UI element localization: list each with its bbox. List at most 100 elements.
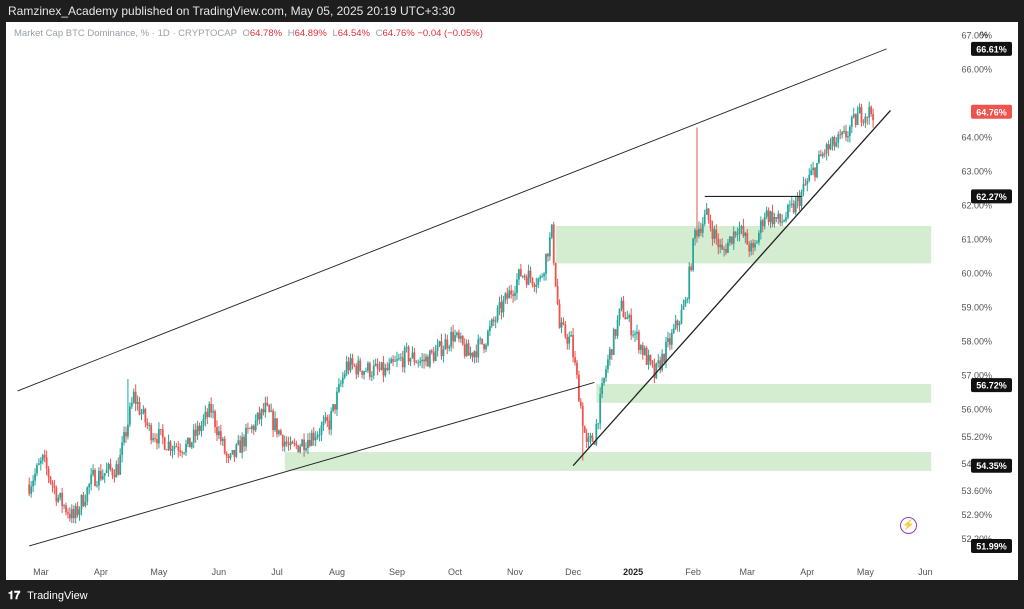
candle bbox=[568, 331, 571, 350]
candle bbox=[626, 310, 629, 320]
x-tick-label: Mar bbox=[33, 567, 49, 577]
candle bbox=[479, 336, 482, 345]
candle bbox=[227, 453, 230, 464]
candle bbox=[233, 449, 236, 462]
candle bbox=[794, 196, 797, 216]
candle bbox=[262, 403, 265, 416]
candle bbox=[514, 285, 516, 301]
candle bbox=[303, 433, 305, 457]
lightning-icon[interactable]: ⚡ bbox=[900, 517, 917, 534]
candle bbox=[299, 443, 302, 454]
candle bbox=[432, 346, 435, 364]
candle bbox=[363, 370, 365, 380]
low-value: 64.54% bbox=[337, 28, 370, 39]
candle bbox=[243, 434, 245, 452]
candle bbox=[367, 361, 369, 374]
rising-trendline bbox=[572, 109, 892, 467]
candle bbox=[150, 422, 153, 445]
candle bbox=[386, 362, 389, 372]
candle bbox=[198, 422, 201, 435]
candle bbox=[225, 451, 228, 464]
candle bbox=[759, 216, 762, 240]
candle bbox=[208, 401, 211, 418]
candle bbox=[339, 380, 342, 388]
candle bbox=[291, 440, 294, 444]
candle bbox=[134, 384, 137, 412]
channel-upper-line bbox=[17, 48, 887, 392]
candle bbox=[274, 411, 276, 433]
x-axis[interactable]: Mar Apr May Jun Jul Aug Sep Oct Nov Dec 2025 Feb Mar… bbox=[33, 567, 933, 577]
candle bbox=[450, 326, 453, 352]
candle bbox=[564, 320, 567, 340]
candle bbox=[510, 284, 513, 299]
candle bbox=[698, 221, 700, 239]
candle bbox=[533, 282, 536, 292]
candle bbox=[732, 226, 735, 250]
candle bbox=[864, 113, 867, 128]
candle bbox=[688, 262, 691, 304]
candle bbox=[314, 430, 317, 447]
candle bbox=[715, 224, 718, 245]
candle bbox=[512, 290, 514, 303]
price-badge-label: 54.35% bbox=[976, 461, 1007, 471]
candle bbox=[320, 421, 323, 442]
candle bbox=[401, 350, 404, 373]
candle bbox=[28, 477, 31, 496]
candle bbox=[142, 405, 145, 415]
candle bbox=[630, 308, 633, 340]
candle bbox=[581, 402, 584, 461]
candle bbox=[610, 348, 613, 360]
candle bbox=[163, 436, 166, 451]
candle bbox=[823, 149, 826, 158]
candle bbox=[36, 463, 38, 477]
candle bbox=[39, 457, 42, 471]
candle bbox=[492, 316, 495, 327]
candle bbox=[703, 209, 706, 227]
candle bbox=[779, 213, 782, 227]
candle bbox=[736, 227, 739, 242]
x-tick-label: Dec bbox=[565, 567, 582, 577]
candle bbox=[744, 231, 747, 244]
candle bbox=[494, 316, 497, 329]
candle bbox=[802, 176, 805, 197]
x-tick-label: Aug bbox=[329, 567, 345, 577]
candle bbox=[858, 103, 861, 114]
candle bbox=[639, 344, 642, 355]
candle bbox=[475, 344, 478, 363]
candle bbox=[338, 378, 340, 394]
candle bbox=[674, 314, 677, 331]
candle bbox=[214, 409, 216, 434]
y-tick-label: 59.00% bbox=[961, 303, 992, 313]
candle bbox=[30, 480, 33, 498]
candle bbox=[146, 418, 149, 430]
candle bbox=[84, 494, 87, 508]
publish-header: Ramzinex_Academy published on TradingVie… bbox=[0, 0, 1024, 22]
candle bbox=[502, 295, 505, 318]
candle bbox=[730, 236, 733, 246]
candle bbox=[618, 308, 621, 326]
candle bbox=[769, 210, 772, 229]
candle bbox=[657, 354, 660, 368]
candle bbox=[670, 328, 673, 350]
candle bbox=[643, 345, 646, 356]
btc-dominance-chart[interactable]: 67.00% 66.00% 64.00% 63.00% 62.00% 61.00% 60.0… bbox=[6, 22, 1018, 580]
candle bbox=[78, 506, 81, 521]
candle bbox=[841, 130, 844, 139]
candle bbox=[86, 486, 89, 506]
candle bbox=[345, 355, 348, 377]
candle bbox=[438, 340, 441, 348]
candle bbox=[57, 494, 60, 504]
chart-frame[interactable]: 67.00% 66.00% 64.00% 63.00% 62.00% 61.00% 60.0… bbox=[6, 22, 1018, 580]
candle bbox=[63, 504, 65, 510]
candle bbox=[181, 450, 184, 458]
candle bbox=[440, 333, 443, 360]
candle bbox=[132, 388, 135, 405]
candle bbox=[620, 297, 623, 312]
candle bbox=[579, 398, 582, 409]
candle bbox=[305, 442, 307, 453]
candle bbox=[138, 397, 141, 416]
candle bbox=[194, 423, 197, 443]
candle bbox=[485, 343, 487, 352]
candle bbox=[72, 505, 75, 524]
candle bbox=[80, 494, 83, 516]
